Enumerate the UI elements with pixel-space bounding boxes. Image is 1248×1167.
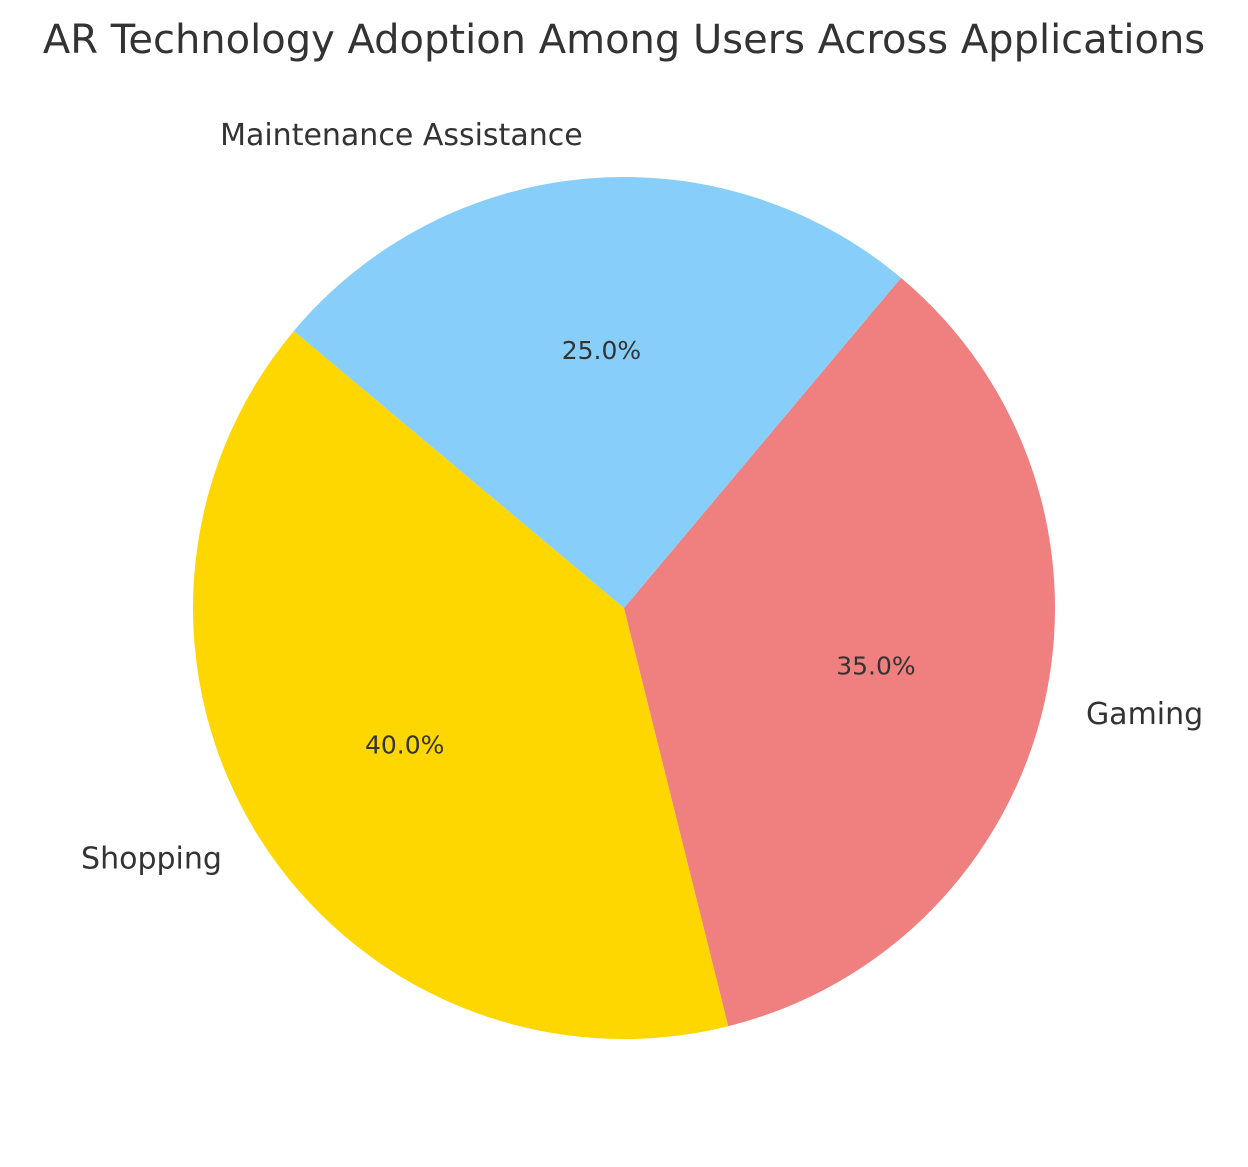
percent-label-gaming: 35.0%	[836, 652, 915, 681]
pie-slice-shopping	[192, 330, 729, 1040]
pie-slice-maintenance-assistance	[293, 177, 902, 608]
pie-slices	[192, 177, 1055, 1040]
percent-label-shopping: 40.0%	[365, 731, 444, 760]
slice-label-maintenance-assistance: Maintenance Assistance	[220, 118, 583, 153]
percent-label-maintenance-assistance: 25.0%	[562, 336, 641, 365]
pie-labels: Shopping 40.0% Gaming 35.0% Maintenance Assi…	[81, 118, 1203, 877]
slice-label-shopping: Shopping	[81, 842, 222, 877]
chart-title: AR Technology Adoption Among Users Acros…	[43, 17, 1205, 63]
pie-slice-gaming	[624, 277, 1055, 1027]
slice-label-gaming: Gaming	[1086, 697, 1203, 732]
